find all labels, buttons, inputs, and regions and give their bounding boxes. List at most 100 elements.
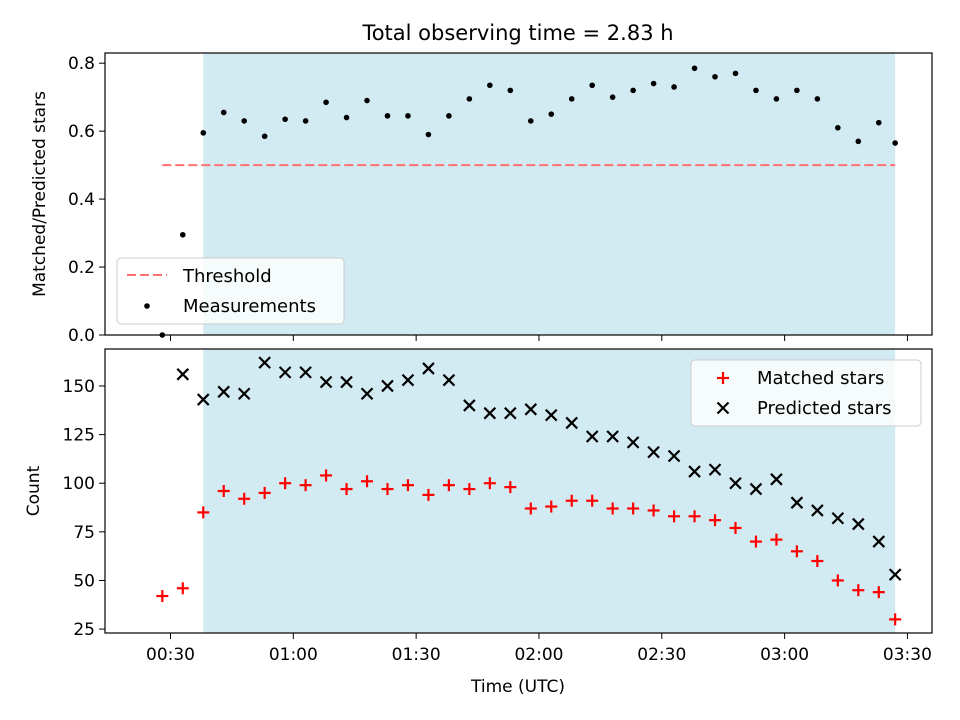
measurement-point (753, 87, 759, 94)
predicted-point (299, 366, 312, 379)
legend-predicted-marker (716, 401, 730, 415)
matched-point (442, 479, 455, 492)
measurement-point (179, 231, 186, 238)
predicted-point-b (585, 430, 599, 443)
measurement-point (323, 99, 329, 106)
predicted-point (667, 449, 681, 463)
matched-point (852, 584, 865, 597)
predicted-point-b (790, 496, 804, 509)
predicted-point (585, 430, 599, 443)
predicted-point (790, 496, 804, 509)
predicted-point-b (463, 399, 476, 412)
matched-point (790, 545, 803, 558)
predicted-point-b (667, 449, 681, 463)
predicted-point-b (626, 436, 640, 449)
predicted-point (340, 375, 353, 389)
x-tick-label: 03:30 (883, 645, 932, 665)
predicted-point (422, 362, 435, 375)
top-y-tick-label: 0.2 (68, 258, 95, 278)
predicted-point (524, 403, 538, 416)
predicted-point-b (606, 430, 619, 443)
predicted-point-b (872, 535, 886, 548)
top-y-tick-label: 0.6 (68, 122, 95, 142)
bottom-y-tick-label: 25 (73, 620, 95, 640)
matched-point (811, 555, 824, 568)
x-tick-label: 02:00 (514, 645, 563, 665)
measurement-point (892, 140, 898, 146)
bottom-panel: 25 50 75 100 125 150 00:30 01:00 01:30 02:00 02:3… (24, 348, 933, 697)
bottom-y-tick-label: 75 (73, 523, 95, 543)
measurement-point (814, 96, 821, 102)
bottom-predicted-points (176, 356, 902, 581)
predicted-point-b (688, 465, 701, 478)
measurement-point (691, 65, 698, 72)
bottom-y-tick-label: 50 (73, 571, 95, 591)
predicted-point (888, 568, 902, 581)
x-tick-label: 03:00 (760, 645, 809, 665)
measurement-point (261, 133, 268, 140)
x-axis-label: Time (UTC) (470, 677, 565, 697)
predicted-point (196, 393, 210, 406)
predicted-point (217, 385, 231, 399)
bottom-matched-points (156, 469, 902, 626)
predicted-point-b (340, 375, 353, 389)
bottom-y-tick-label: 150 (63, 377, 95, 397)
predicted-point-b (278, 366, 292, 379)
predicted-point-b (401, 373, 415, 387)
predicted-point-b (811, 504, 824, 517)
top-panel: 0.00.20.40.60.8 Matched/Predicted stars … (30, 52, 933, 346)
predicted-point-b (708, 463, 722, 476)
x-tick-label: 01:00 (269, 645, 318, 665)
measurement-point (650, 80, 657, 87)
matched-point (197, 506, 210, 519)
legend-predicted-glyph-b (716, 401, 730, 415)
matched-point (872, 586, 885, 599)
chart-title: Total observing time = 2.83 h (361, 21, 673, 45)
measurement-point (527, 118, 534, 124)
measurement-point (794, 87, 800, 94)
bottom-y-ticks: 25 50 75 100 125 150 (63, 377, 105, 640)
matched-point (770, 533, 783, 546)
measurement-point (466, 96, 473, 102)
predicted-point-b (749, 482, 763, 496)
predicted-point-b (381, 379, 394, 393)
predicted-point-b (647, 445, 660, 459)
predicted-point-b (504, 406, 517, 420)
legend-matched-marker (717, 372, 729, 384)
matched-point (217, 485, 230, 497)
predicted-point-b (442, 373, 456, 387)
matched-point (889, 613, 902, 626)
predicted-point (729, 476, 742, 490)
predicted-point-b (319, 375, 333, 389)
top-measurement-points (159, 65, 898, 338)
predicted-point (544, 408, 558, 422)
matched-point (258, 486, 271, 499)
measurement-point (630, 87, 636, 94)
matched-point (586, 494, 599, 507)
predicted-point (831, 511, 845, 525)
predicted-point (504, 406, 517, 420)
matched-point (320, 469, 333, 482)
matched-point (668, 510, 681, 523)
measurement-point (364, 97, 370, 104)
predicted-point-b (196, 393, 210, 406)
predicted-point (647, 445, 660, 459)
predicted-point (442, 373, 456, 387)
measurement-point (384, 113, 391, 119)
bottom-legend-box (690, 359, 922, 427)
matched-point (749, 535, 762, 548)
top-y-ticks: 0.0 0.2 0.4 0.6 0.8 (68, 54, 105, 346)
matched-point (381, 483, 394, 496)
predicted-point (319, 375, 333, 389)
measurement-point (589, 82, 595, 89)
matched-point (361, 475, 374, 488)
predicted-point (770, 473, 783, 486)
measurement-point (855, 138, 862, 145)
matched-point (606, 502, 619, 515)
predicted-point-b (258, 356, 271, 369)
predicted-point (258, 356, 271, 369)
legend-matched-glyph (717, 372, 729, 384)
bottom-y-tick-label: 125 (63, 426, 95, 446)
legend-measurements-marker (144, 303, 150, 309)
